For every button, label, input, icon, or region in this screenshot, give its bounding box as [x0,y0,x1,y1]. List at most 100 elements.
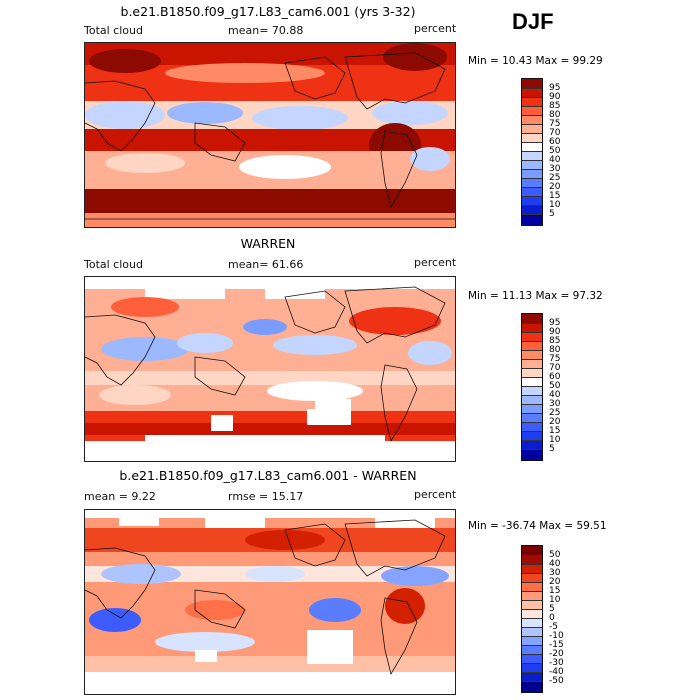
panel-1-field [85,43,455,227]
p3-red-b [185,600,245,620]
p1-swatch-75 [521,115,543,124]
p1-white-a [239,155,331,179]
p3-tick: 10 [549,595,561,605]
p3-blue-e [309,598,361,622]
panel-2-range: Min = 11.13 Max = 97.32 [468,290,603,302]
panel-2-mean-label: mean= 61.66 [228,258,304,271]
p2-blue-d [408,341,452,365]
p2-tick: 20 [549,417,561,427]
p1-tick: 60 [549,137,561,147]
p3-tick: -50 [549,676,564,686]
p1-itcz-band [85,129,455,151]
p3-swatch [521,582,543,591]
p2-swatch-0 [521,449,543,461]
p3-swatch [521,627,543,636]
p2-swatch-80 [521,341,543,350]
p2-missing-b [265,289,325,299]
p3-swatch [521,654,543,663]
p1-swatch-80 [521,106,543,115]
p2-swatch-75 [521,350,543,359]
p2-swatch-90 [521,323,543,332]
p1-ne-high [383,43,447,71]
p2-light-b [99,385,171,405]
p1-swatch-30 [521,160,543,169]
p2-tick: 75 [549,354,561,364]
p3-blue-d [89,608,141,632]
p2-swatch-50 [521,377,543,386]
panel-1-colorbar: 95 90 85 80 75 70 60 50 40 30 25 20 15 1… [521,78,581,226]
p2-colorbar-frame [521,313,543,461]
p3-swatch [521,564,543,573]
p3-south-band [85,656,455,674]
p1-swatch-60 [521,133,543,142]
p3-blue-b [381,566,449,586]
p3-missing-arctic [85,510,455,518]
p2-missing-a [145,287,225,299]
p1-swatch-0 [521,214,543,226]
p3-tick: -20 [549,649,564,659]
panel-2-title: WARREN [240,236,296,251]
p3-colorbar-frame [521,545,543,693]
p2-swatch-40 [521,386,543,395]
p2-blue-c [273,335,357,355]
panel-3-range: Min = -36.74 Max = 59.51 [468,520,607,532]
p2-red-b [111,297,179,317]
p1-tick: 15 [549,191,561,201]
p3-blue-f [155,632,255,652]
p3-coastlines [85,519,446,676]
p3-swatch [521,555,543,564]
panel-1-variable-label: Total cloud [84,24,143,37]
p1-blue-b [167,102,243,124]
panel-3-rmse-label: rmse = 15.17 [228,490,304,503]
p1-tick: 5 [549,209,555,219]
p2-tick: 30 [549,399,561,409]
p3-missing-a [119,516,159,526]
p2-swatch-5 [521,440,543,449]
panel-2-units-label: percent [414,256,457,269]
p3-missing-e [195,650,217,662]
p3-swatch [521,600,543,609]
p2-tick: 95 [549,318,561,328]
p3-swatch [521,645,543,654]
p1-swatch-10 [521,196,543,205]
p1-tick: 40 [549,155,561,165]
panel-3-map [84,509,456,695]
p3-tick: -10 [549,631,564,641]
p2-blue-a [101,337,189,361]
p1-swatch-90 [521,88,543,97]
p2-blue-b [177,333,233,353]
panel-3-units-label: percent [414,488,457,501]
p1-swatch-50 [521,142,543,151]
p2-tick: 15 [549,426,561,436]
p1-tick: 90 [549,92,561,102]
p2-tick: 90 [549,327,561,337]
p2-storm-core [85,423,455,435]
p2-tick: 10 [549,435,561,445]
panel-1-mean-label: mean= 70.88 [228,24,304,37]
p3-tick: -15 [549,640,564,650]
p3-red-core [245,530,325,550]
p2-swatch-20 [521,413,543,422]
p2-missing-arctic [85,277,455,289]
p3-red-c [385,588,425,624]
p2-edge-b [385,435,455,441]
p3-tick: -5 [549,622,558,632]
p3-tick: 0 [549,613,555,623]
p1-light-a [105,153,185,173]
p1-swatch-15 [521,187,543,196]
p2-coastlines [85,286,446,443]
p2-swatch-25 [521,404,543,413]
p2-light-band [85,371,455,385]
p1-tick: 20 [549,182,561,192]
p2-blue-e [243,319,287,335]
p3-tick: -40 [549,667,564,677]
p2-swatch-70 [521,359,543,368]
p1-swatch-5 [521,205,543,214]
p2-swatch-85 [521,332,543,341]
p3-swatch [521,573,543,582]
p2-missing-d [307,409,327,425]
p1-coastlines [85,52,455,220]
season-label: DJF [512,9,554,34]
p1-tick: 70 [549,128,561,138]
p3-missing-c [375,516,435,528]
